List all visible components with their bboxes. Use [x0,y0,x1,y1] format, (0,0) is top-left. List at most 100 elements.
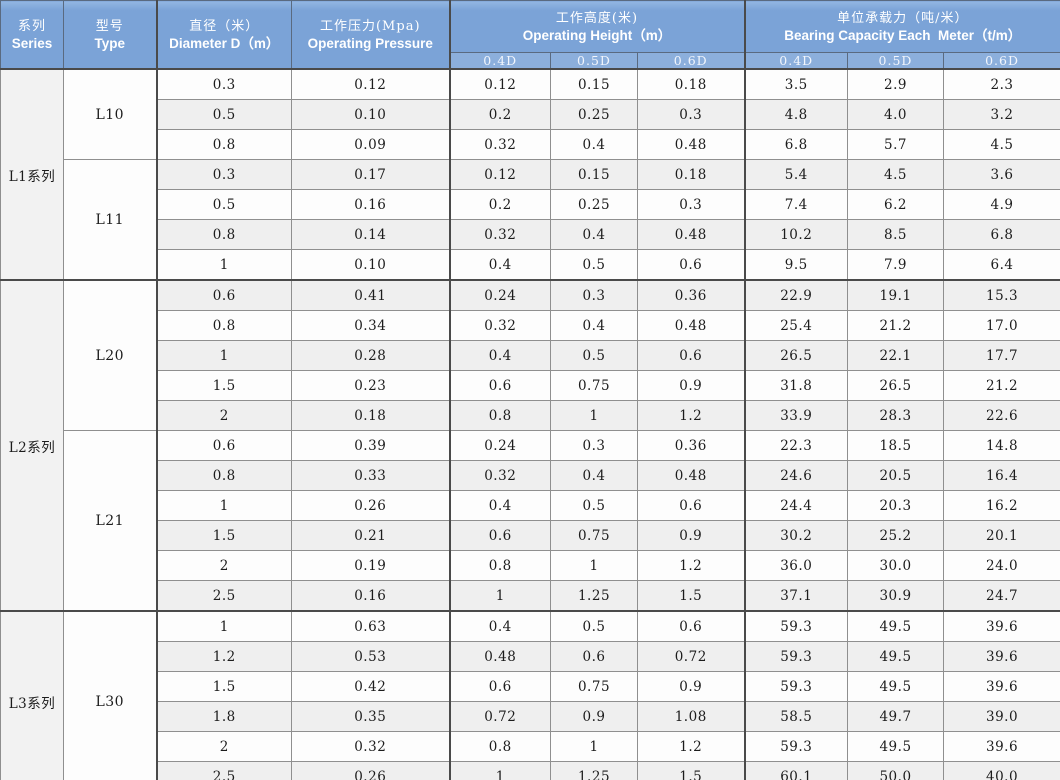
cell-type: L10 [63,68,157,160]
subcol-bc-04d: 0.4D [743,52,848,70]
cell-bc-06d: 16.2 [942,490,1060,521]
header-row-main: 系列 Series 型号 Type 直径（米） Diameter D（m） 工作… [0,0,1060,70]
cell-bc-04d: 10.2 [743,219,848,250]
cell-bc-06d: 17.7 [942,340,1060,371]
col-header-diameter: 直径（米） Diameter D（m） [155,0,292,70]
cell-bc-06d: 39.6 [942,641,1060,672]
cell-bc-06d: 21.2 [942,370,1060,401]
cell-bc-06d: 24.0 [942,550,1060,581]
cell-oh-05d: 0.4 [550,310,638,341]
table-row: 1 0.26 0.4 0.5 0.6 24.4 20.3 16.2 [1,490,1060,521]
cell-bc-04d: 36.0 [743,550,848,581]
cell-diameter: 2.5 [155,761,292,780]
table-row: L3系列 L30 1 0.63 0.4 0.5 0.6 59.3 49.5 39.6 [0,610,1060,780]
cell-pressure: 0.19 [291,550,450,581]
table-row: 1.5 0.21 0.6 0.75 0.9 30.2 25.2 20.1 [1,520,1060,551]
cell-bc-06d: 3.6 [942,159,1060,190]
cell-oh-06d: 1.08 [637,701,745,732]
col-header-diameter-zh: 直径（米） [189,18,260,34]
cell-oh-04d: 0.32 [448,219,551,250]
cell-oh-05d: 1 [550,731,638,762]
cell-bc-04d: 59.3 [743,641,848,672]
cell-bc-05d: 22.1 [847,340,944,371]
col-header-type: 型号 Type [63,0,157,70]
cell-oh-04d: 0.6 [448,520,551,551]
cell-bc-06d: 16.4 [942,460,1060,491]
cell-diameter: 0.8 [155,129,292,160]
cell-bc-06d: 14.8 [942,430,1060,461]
cell-oh-05d: 0.25 [550,189,638,220]
cell-bc-04d: 24.6 [743,460,848,491]
table-row: 0.5 0.16 0.2 0.25 0.3 7.4 6.2 4.9 [1,189,1060,220]
cell-bc-06d: 3.2 [942,99,1060,130]
cell-pressure: 0.42 [291,671,450,702]
cell-oh-06d: 0.6 [637,249,745,281]
cell-oh-06d: 0.6 [637,610,745,642]
cell-pressure: 0.26 [291,490,450,521]
cell-oh-05d: 0.5 [550,610,638,642]
cell-pressure: 0.33 [291,460,450,491]
col-header-type-en: Type [94,35,125,51]
cell-oh-05d: 0.3 [550,279,638,311]
cell-oh-05d: 1 [550,400,638,431]
cell-bc-05d: 2.9 [847,68,944,100]
cell-pressure: 0.10 [291,99,450,130]
cell-pressure: 0.16 [291,580,450,612]
cell-oh-06d: 0.3 [637,99,745,130]
cell-oh-05d: 0.5 [550,490,638,521]
cell-oh-05d: 0.4 [550,129,638,160]
table-row: 1 0.10 0.4 0.5 0.6 9.5 7.9 6.4 [1,249,1060,281]
cell-oh-06d: 0.48 [637,219,745,250]
cell-bc-04d: 58.5 [743,701,848,732]
cell-oh-05d: 0.4 [550,460,638,491]
cell-oh-04d: 0.4 [448,340,551,371]
cell-oh-04d: 0.4 [448,490,551,521]
col-header-diameter-en: Diameter D（m） [169,35,280,51]
col-header-type-zh: 型号 [95,18,124,34]
cell-oh-04d: 0.2 [448,189,551,220]
cell-pressure: 0.21 [291,520,450,551]
cell-bc-05d: 28.3 [847,400,944,431]
cell-oh-05d: 0.15 [550,68,638,100]
cell-bc-05d: 20.3 [847,490,944,521]
cell-bc-05d: 18.5 [847,430,944,461]
cell-bc-04d: 3.5 [743,68,848,100]
cell-pressure: 0.10 [291,249,450,281]
cell-oh-04d: 0.4 [448,610,551,642]
cell-diameter: 2 [155,731,292,762]
cell-bc-04d: 5.4 [743,159,848,190]
cell-diameter: 2.5 [155,580,292,612]
table-row: L11 0.3 0.17 0.12 0.15 0.18 5.4 4.5 3.6 [1,159,1060,281]
cell-oh-05d: 0.75 [550,370,638,401]
cell-bc-05d: 50.0 [847,761,944,780]
cell-series: L1系列 [0,68,64,281]
cell-diameter: 0.5 [155,99,292,130]
col-header-operating-height: 工作高度(米) Operating Height（m） [448,0,745,53]
col-header-series-en: Series [11,35,53,51]
table-row: 0.5 0.10 0.2 0.25 0.3 4.8 4.0 3.2 [1,99,1060,130]
cell-type: L21 [63,430,157,612]
cell-pressure: 0.14 [291,219,450,250]
cell-oh-06d: 0.48 [637,310,745,341]
cell-oh-06d: 0.9 [637,370,745,401]
cell-oh-05d: 1.25 [550,761,638,780]
col-header-bearing-capacity-zh: 单位承载力（吨/米） [837,10,969,26]
cell-oh-06d: 1.5 [637,761,745,780]
cell-pressure: 0.12 [291,68,450,100]
cell-oh-04d: 0.32 [448,460,551,491]
cell-diameter: 1.2 [155,641,292,672]
cell-oh-06d: 1.5 [637,580,745,612]
cell-oh-04d: 0.24 [448,279,551,311]
cell-oh-04d: 1 [448,580,551,612]
cell-type: L11 [63,159,157,281]
cell-bc-06d: 39.6 [942,610,1060,642]
cell-bc-06d: 17.0 [942,310,1060,341]
cell-bc-04d: 9.5 [743,249,848,281]
cell-bc-05d: 6.2 [847,189,944,220]
col-header-series-zh: 系列 [17,18,46,34]
cell-bc-04d: 6.8 [743,129,848,160]
cell-series: L2系列 [0,279,64,612]
cell-diameter: 1 [155,340,292,371]
table-row: 2 0.19 0.8 1 1.2 36.0 30.0 24.0 [1,550,1060,581]
cell-diameter: 1 [155,490,292,521]
